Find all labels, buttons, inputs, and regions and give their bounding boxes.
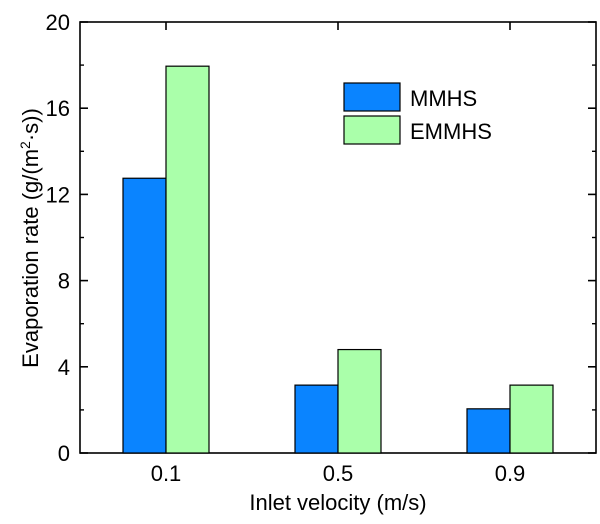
- legend-swatch-emmhs: [343, 115, 401, 145]
- bar-mmhs-0_9: [466, 408, 511, 454]
- plot-area: 0 4 8 12 16 20 0.1 0.5 0.9: [46, 10, 597, 486]
- y-tick-label: 20: [46, 10, 70, 35]
- x-tick-label: 0.1: [151, 461, 182, 486]
- bar-mmhs-0_1: [122, 177, 167, 454]
- bar-mmhs-0_5: [294, 384, 339, 454]
- x-tick-label: 0.9: [495, 461, 526, 486]
- bar-emmhs-0_1: [165, 65, 210, 454]
- y-tick-label: 12: [46, 182, 70, 207]
- y-tick-label: 0: [58, 441, 70, 466]
- y-tick-label: 16: [46, 96, 70, 121]
- x-tick-label: 0.5: [323, 461, 354, 486]
- y-axis-title: Evaporation rate (g/(m2·s)): [17, 108, 43, 368]
- bar-emmhs-0_5: [337, 348, 382, 454]
- bar-emmhs-0_9: [509, 384, 554, 454]
- legend: MMHS EMMHS: [343, 82, 492, 145]
- legend-swatch-mmhs: [343, 82, 401, 112]
- legend-label-mmhs: MMHS: [410, 86, 477, 111]
- y-tick-label: 8: [58, 269, 70, 294]
- legend-label-emmhs: EMMHS: [410, 119, 492, 144]
- x-axis-title: Inlet velocity (m/s): [249, 490, 426, 515]
- y-tick-label: 4: [58, 355, 70, 380]
